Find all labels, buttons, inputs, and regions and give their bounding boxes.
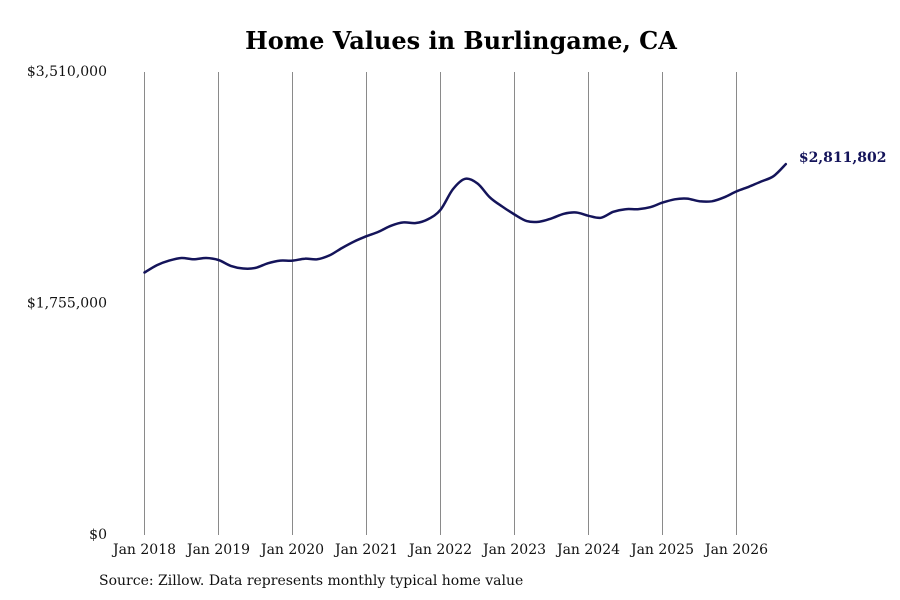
y-tick-label: $0 [89, 527, 107, 543]
y-tick-label: $1,755,000 [27, 296, 107, 312]
source-note: Source: Zillow. Data represents monthly … [99, 573, 524, 589]
x-axis-ticks: Jan 2018 Jan 2019 Jan 2020 Jan 2021 Jan 2022… [111, 542, 768, 558]
y-axis-ticks: $0 $1,755,000 $3,510,000 [27, 64, 107, 543]
end-value-label: $2,811,802 [799, 150, 887, 166]
x-tick-label: Jan 2021 [333, 542, 398, 558]
x-tick-label: Jan 2026 [703, 542, 768, 558]
series-layer: $2,811,802 [143, 150, 887, 274]
x-tick-label: Jan 2018 [111, 542, 176, 558]
x-tick-label: Jan 2024 [555, 542, 620, 558]
chart-title: Home Values in Burlingame, CA [245, 26, 677, 55]
x-tick-label: Jan 2022 [407, 542, 472, 558]
x-tick-label: Jan 2023 [481, 542, 546, 558]
series-line [143, 162, 788, 274]
y-tick-label: $3,510,000 [27, 64, 107, 80]
x-tick-label: Jan 2019 [185, 542, 250, 558]
gridlines [144, 72, 737, 535]
x-tick-label: Jan 2020 [259, 542, 324, 558]
x-tick-label: Jan 2025 [629, 542, 694, 558]
